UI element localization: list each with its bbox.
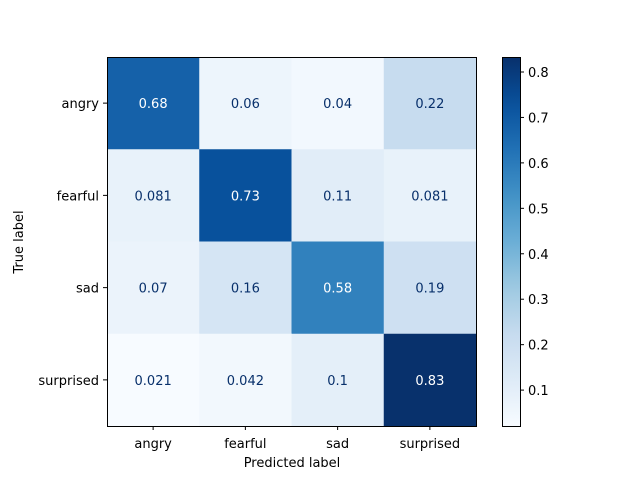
cell-value-label: 0.042 <box>227 374 264 389</box>
x-tick-label: surprised <box>400 437 461 452</box>
heatmap-cell <box>383 57 477 150</box>
x-axis-ticks: angry fearful sad surprised <box>134 426 460 452</box>
heatmap-cell <box>291 241 385 335</box>
cell-value-label: 0.73 <box>231 189 260 204</box>
heatmap-cell <box>199 149 292 242</box>
colorbar-tick-label: 0.8 <box>528 66 549 81</box>
cell-value-label: 0.1 <box>327 374 348 389</box>
colorbar-tick-label: 0.3 <box>528 293 549 308</box>
cell-value-label: 0.021 <box>135 374 172 389</box>
heatmap-cells <box>107 57 477 427</box>
heatmap-cell <box>291 149 385 242</box>
heatmap-cell <box>383 333 477 427</box>
colorbar-tick-label: 0.1 <box>528 384 549 399</box>
cell-value-label: 0.83 <box>415 374 444 389</box>
cell-value-label: 0.19 <box>415 282 444 297</box>
y-tick-label: angry <box>62 97 100 112</box>
y-axis-ticks: angry fearful sad surprised <box>38 97 107 389</box>
colorbar-ticks: 0.1 0.2 0.3 0.4 0.5 0.6 0.7 0.8 <box>520 66 549 399</box>
cell-value-label: 0.58 <box>323 282 352 297</box>
x-tick-label: angry <box>134 437 172 452</box>
y-axis-label: True label <box>12 210 27 274</box>
colorbar-tick-label: 0.6 <box>528 157 549 172</box>
cell-value-label: 0.081 <box>411 189 448 204</box>
heatmap-cell <box>199 241 292 335</box>
heatmap-cell <box>199 57 292 150</box>
heatmap-cell <box>383 241 477 335</box>
x-axis-label: Predicted label <box>244 456 341 471</box>
heatmap-cell <box>107 57 200 150</box>
heatmap-cell <box>383 149 477 242</box>
colorbar-tick-label: 0.7 <box>528 111 549 126</box>
heatmap-cell <box>291 57 385 150</box>
x-tick-label: sad <box>326 437 349 452</box>
heatmap-cell <box>199 333 292 427</box>
y-tick-label: surprised <box>38 374 99 389</box>
heatmap-cell <box>107 333 200 427</box>
colorbar-tick-label: 0.4 <box>528 248 549 263</box>
cell-value-label: 0.06 <box>231 97 260 112</box>
heatmap-cell <box>107 241 200 335</box>
colorbar-tick-label: 0.5 <box>528 202 549 217</box>
colorbar-tick-label: 0.2 <box>528 339 549 354</box>
cell-value-label: 0.68 <box>139 97 168 112</box>
y-tick-label: fearful <box>57 189 99 204</box>
cell-value-labels: 0.68 0.06 0.04 0.22 0.081 0.73 0.11 0.081 0.07 0.… <box>135 97 449 389</box>
colorbar <box>502 57 520 426</box>
cell-value-label: 0.07 <box>139 282 168 297</box>
heatmap-cell <box>107 149 200 242</box>
plot-frame <box>107 57 477 427</box>
y-tick-label: sad <box>76 282 99 297</box>
colorbar-frame <box>502 57 521 427</box>
cell-value-label: 0.04 <box>323 97 352 112</box>
x-tick-label: fearful <box>224 437 266 452</box>
cell-value-label: 0.081 <box>135 189 172 204</box>
cell-value-label: 0.11 <box>323 189 352 204</box>
heatmap-cell <box>291 333 385 427</box>
cell-value-label: 0.22 <box>415 97 444 112</box>
cell-value-label: 0.16 <box>231 282 260 297</box>
